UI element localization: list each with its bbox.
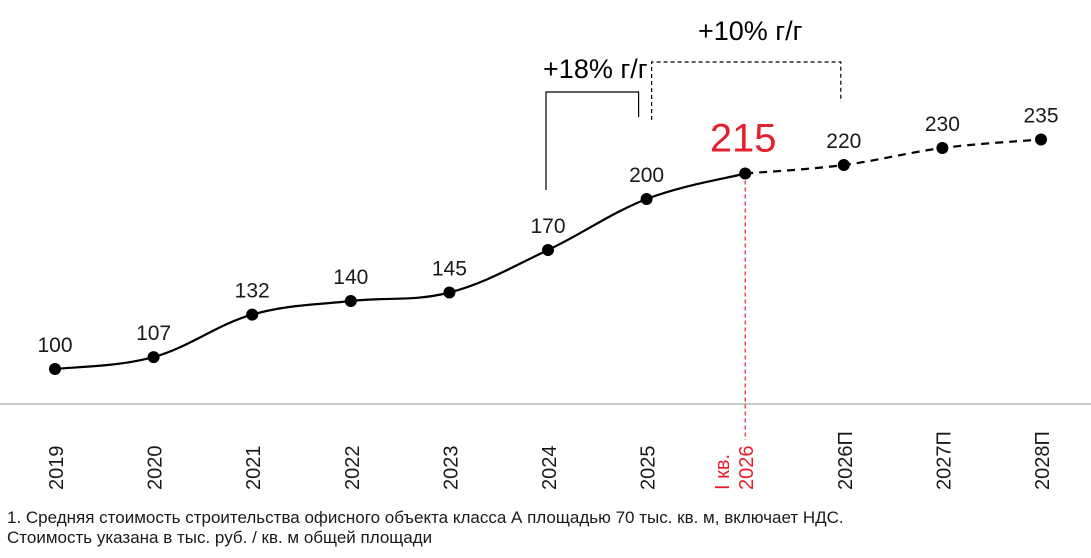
- value-label-2020: 107: [136, 322, 171, 345]
- footnote-line-2: Стоимость указана в тыс. руб. / кв. м об…: [7, 528, 433, 547]
- tick-label-2020: 2020: [145, 446, 167, 491]
- tick-label-I кв. 2026-2: 2026: [736, 446, 758, 491]
- data-point-2026П: [837, 159, 850, 171]
- value-label-2027П: 230: [925, 113, 960, 136]
- value-label-2019: 100: [37, 334, 72, 357]
- data-point-I кв. 2026: [739, 167, 752, 180]
- tick-label-2022: 2022: [342, 446, 364, 491]
- tick-label-2025: 2025: [638, 446, 660, 491]
- value-label-2026П: 220: [826, 130, 861, 153]
- growth-label-18: +18% г/г: [543, 54, 648, 84]
- forecast-series-line: [745, 138, 1042, 175]
- data-point-2022: [344, 295, 357, 307]
- tick-label-2028П: 2028П: [1032, 431, 1054, 490]
- growth-label-10: +10% г/г: [698, 16, 803, 46]
- value-label-I кв. 2026: 215: [710, 117, 777, 161]
- data-point-2025: [640, 193, 653, 205]
- data-point-2028П: [1035, 133, 1047, 146]
- tick-label-I кв. 2026-1: I кв.: [712, 454, 734, 490]
- tick-label-2026П: 2026П: [835, 431, 857, 490]
- data-point-2027П: [936, 142, 949, 154]
- data-point-2023: [443, 286, 456, 299]
- data-point-2021: [246, 308, 259, 321]
- footnote-line-1: 1. Средняя стоимость строительства офисн…: [7, 508, 844, 527]
- tick-label-2021: 2021: [243, 446, 265, 491]
- tick-label-2024: 2024: [539, 446, 561, 491]
- data-point-2019: [49, 363, 61, 375]
- price-line-chart: +18% г/г +10% г/г 100 107 132 140 145 170 200 21…: [0, 16, 1091, 491]
- actual-series-line: [54, 172, 746, 371]
- footnote: 1. Средняя стоимость строительства офисн…: [7, 508, 1087, 548]
- value-label-2022: 140: [333, 266, 368, 289]
- value-label-2023: 145: [432, 258, 467, 281]
- data-point-2024: [542, 244, 554, 256]
- value-label-2025: 200: [629, 164, 664, 187]
- value-label-2021: 132: [235, 280, 270, 303]
- tick-label-2027П: 2027П: [933, 431, 955, 490]
- tick-label-2019: 2019: [46, 446, 68, 491]
- growth-bracket-2024-2025: [545, 91, 640, 190]
- growth-bracket-2025-2026: [651, 61, 842, 120]
- data-point-2020: [147, 351, 160, 364]
- value-label-2024: 170: [530, 215, 565, 238]
- tick-label-2023: 2023: [440, 446, 462, 491]
- value-label-2028П: 235: [1023, 105, 1058, 128]
